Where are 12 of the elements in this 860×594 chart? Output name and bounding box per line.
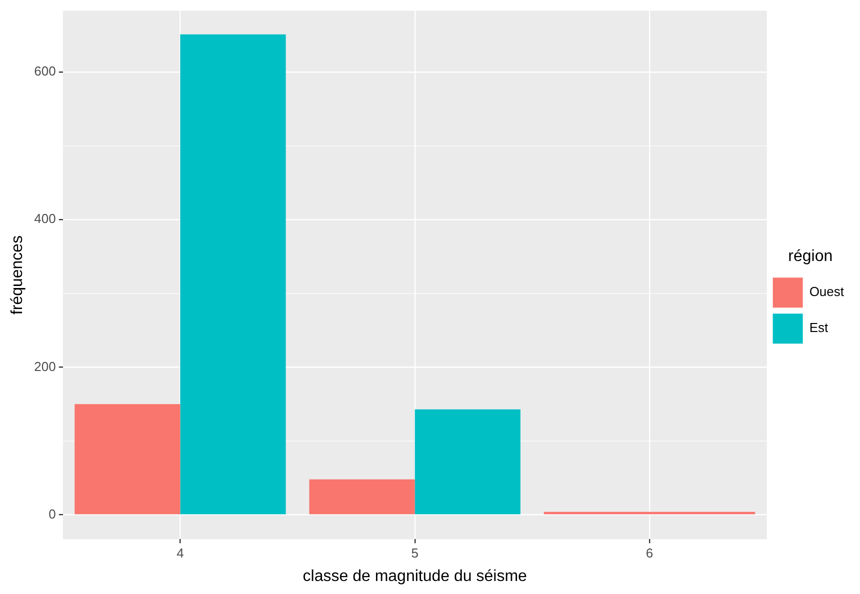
x-tick-label: 6 — [646, 546, 654, 561]
legend-label: Est — [809, 320, 828, 336]
y-axis-title: fréquences — [9, 235, 26, 315]
x-tick-label: 4 — [176, 546, 184, 561]
y-tick-label: 200 — [34, 358, 56, 374]
legend-label: Ouest — [809, 284, 844, 300]
y-tick-label: 600 — [34, 64, 56, 79]
x-axis-title: classe de magnitude du séisme — [302, 568, 528, 585]
y-tick-label: 0 — [48, 506, 56, 522]
legend-title: région — [788, 248, 833, 265]
x-tick-label: 5 — [411, 546, 418, 561]
y-tick-label: 400 — [34, 211, 56, 226]
